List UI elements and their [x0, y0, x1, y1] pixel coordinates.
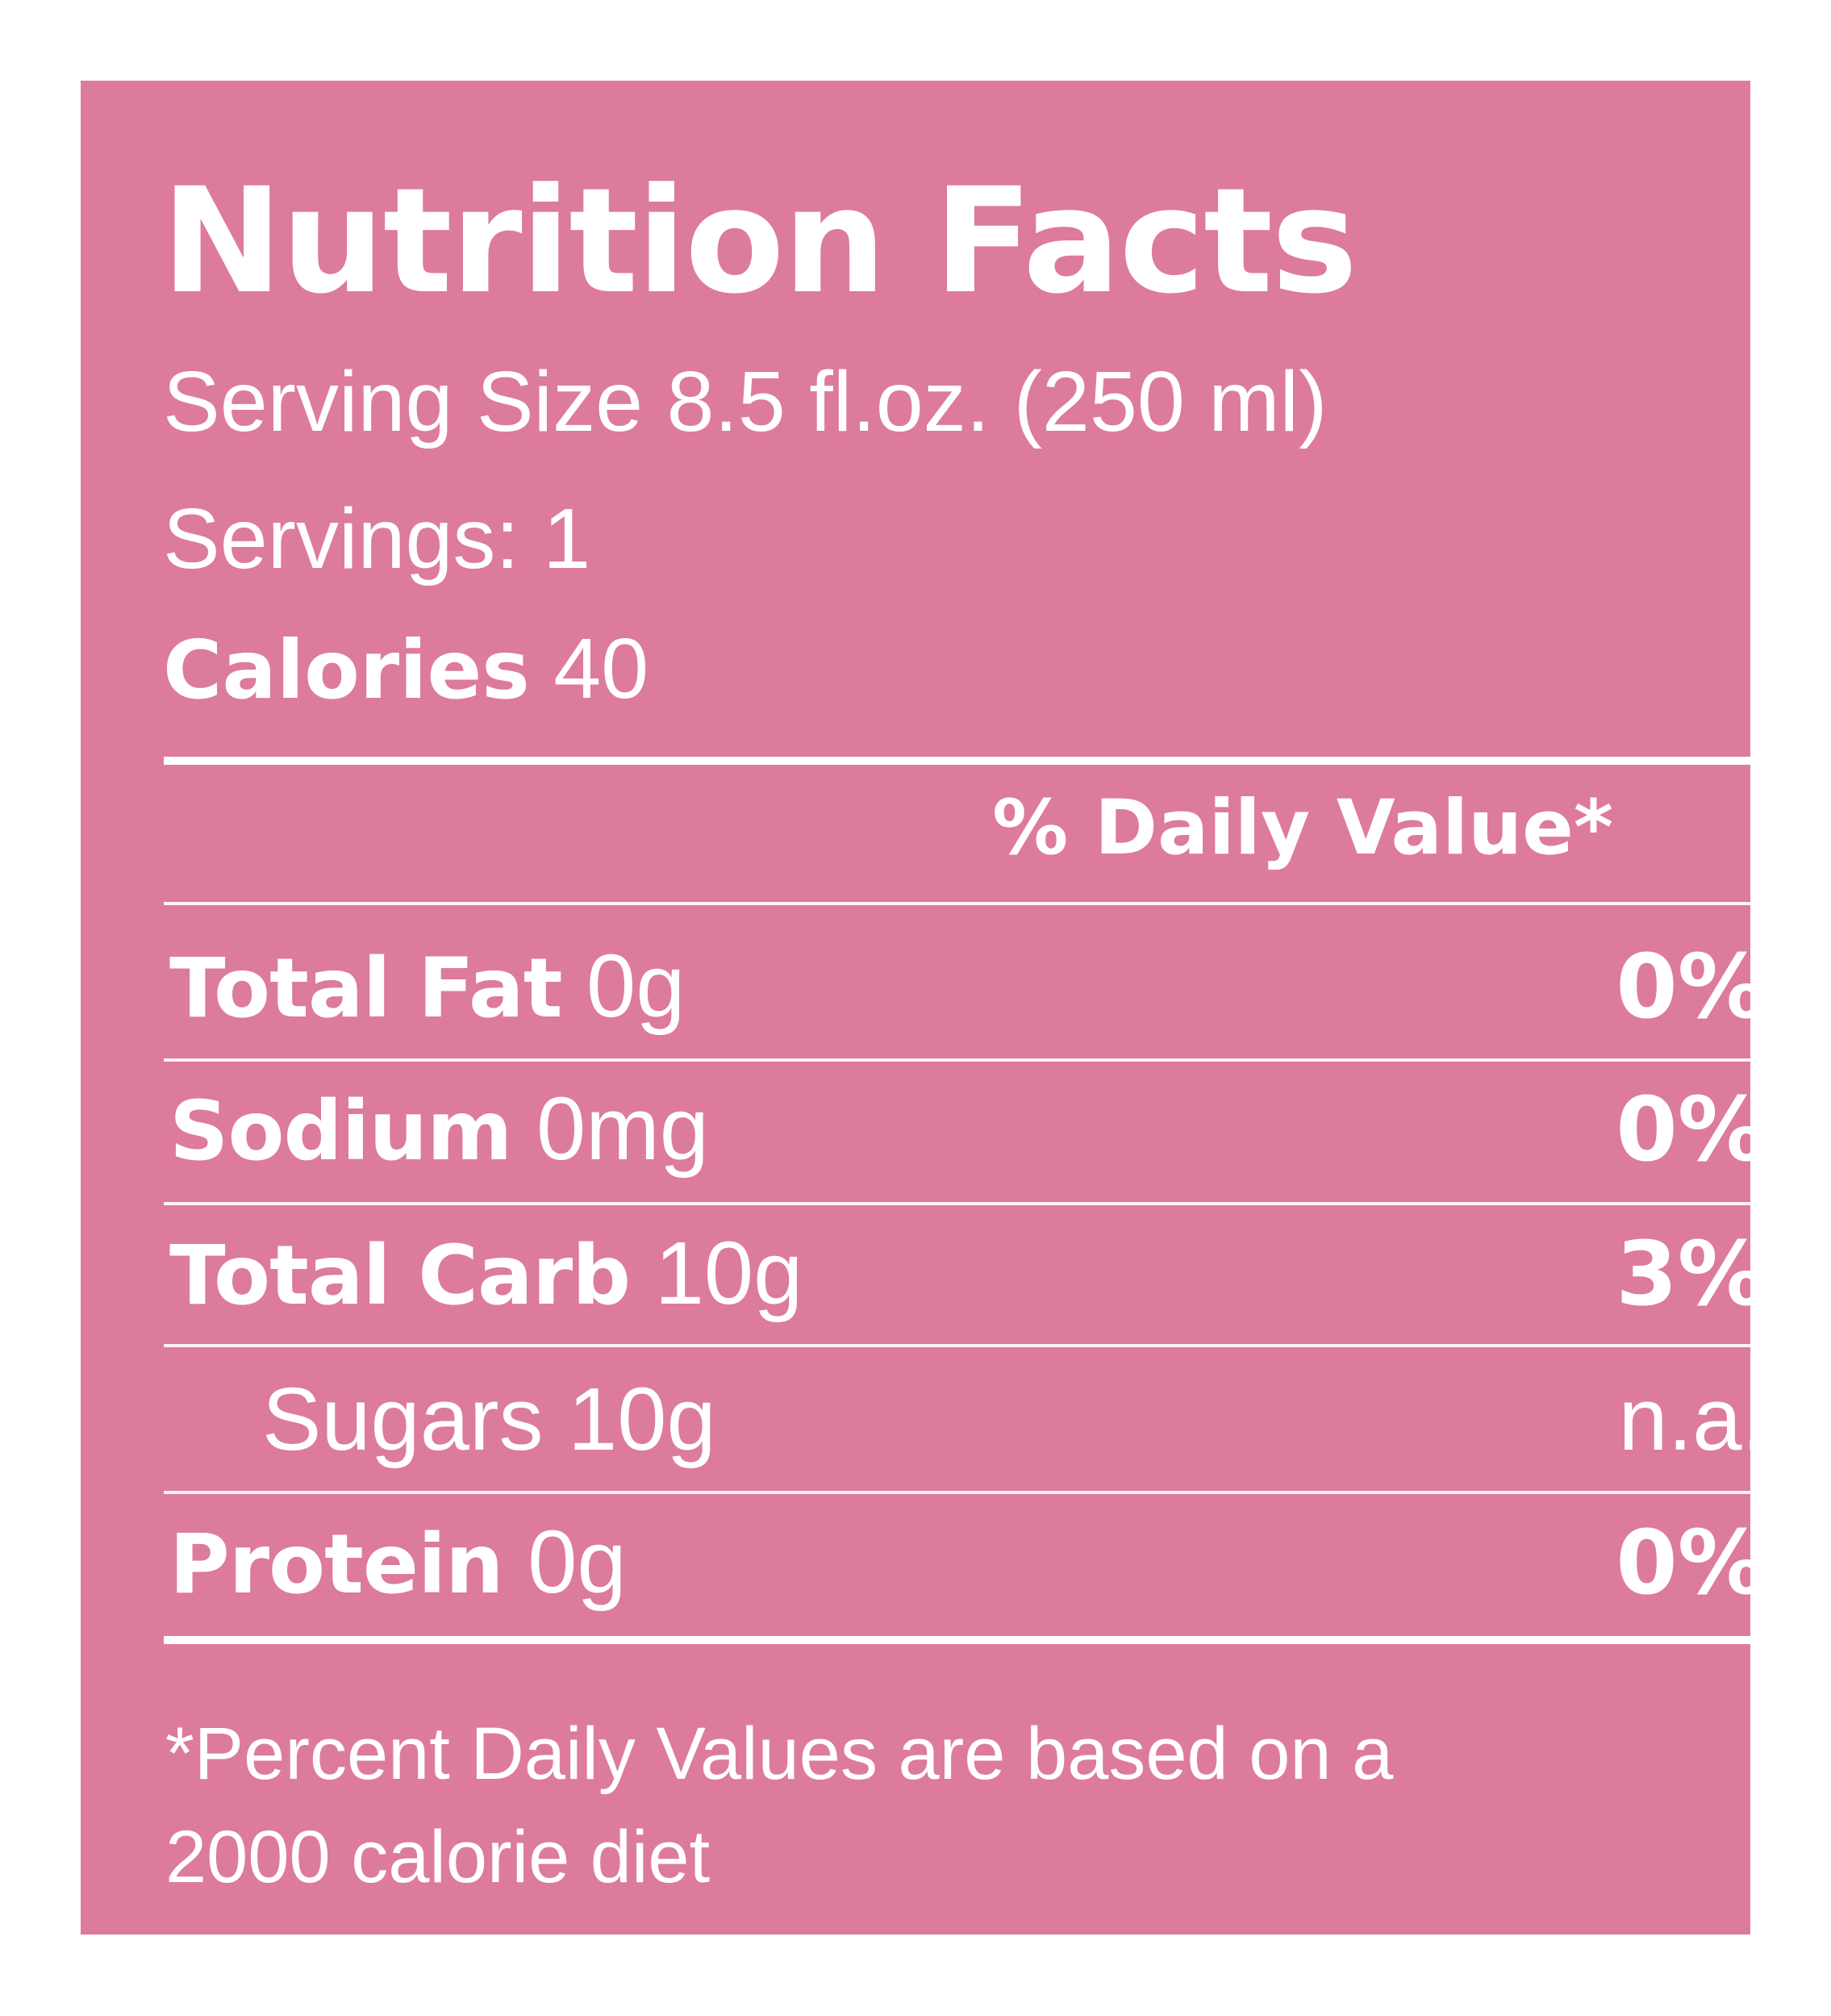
divider-thick-top — [164, 757, 1775, 765]
nutrient-daily-value: 0% — [1616, 1078, 1766, 1181]
nutrient-name: Total Fat 0g — [169, 942, 685, 1031]
nutrient-amount: 10g — [568, 1370, 716, 1469]
nutrient-amount: 0mg — [536, 1079, 709, 1179]
divider — [164, 1202, 1775, 1205]
nutrient-daily-value: 0% — [1616, 935, 1766, 1038]
nutrient-row-total-carb: Total Carb 10g 3% — [169, 1229, 1766, 1326]
servings-per-container: Servings: 1 — [163, 491, 591, 586]
divider-thick-bottom — [164, 1636, 1775, 1644]
nutrient-row-sodium: Sodium 0mg 0% — [169, 1085, 1766, 1182]
nutrient-label: Protein — [169, 1517, 504, 1613]
nutrient-daily-value: 3% — [1616, 1222, 1766, 1325]
nutrient-name: Protein 0g — [169, 1518, 627, 1607]
divider — [164, 902, 1775, 905]
nutrient-daily-value: n.a. — [1618, 1370, 1766, 1469]
label-title: Nutrition Facts — [161, 157, 1358, 326]
nutrient-name: Sodium 0mg — [169, 1085, 709, 1174]
nutrition-label-panel: Nutrition Facts Serving Size 8.5 fl.oz. … — [81, 81, 1775, 1935]
daily-value-header: % Daily Value* — [992, 784, 1613, 872]
calories-label: Calories — [163, 623, 530, 717]
calories-value: 40 — [553, 621, 649, 716]
nutrient-row-sugars: Sugars 10g n.a. — [169, 1375, 1766, 1472]
nutrient-label: Total Fat — [169, 941, 562, 1037]
nutrient-amount: 0g — [586, 937, 686, 1036]
nutrient-amount: 0g — [528, 1513, 627, 1612]
nutrient-label: Total Carb — [169, 1228, 631, 1324]
nutrient-row-protein: Protein 0g 0% — [169, 1518, 1766, 1615]
nutrient-amount: 10g — [654, 1224, 803, 1323]
footnote-line-1: *Percent Daily Values are based on a — [165, 1713, 1394, 1795]
divider — [164, 1344, 1775, 1347]
nutrient-name: Total Carb 10g — [169, 1229, 803, 1318]
nutrient-row-total-fat: Total Fat 0g 0% — [169, 942, 1766, 1039]
calories-line: Calories 40 — [163, 626, 649, 712]
nutrient-label: Sugars — [262, 1370, 544, 1469]
divider — [164, 1491, 1775, 1494]
footnote: *Percent Daily Values are based on a 200… — [165, 1702, 1779, 1909]
nutrient-daily-value: 0% — [1616, 1511, 1766, 1614]
nutrient-label: Sodium — [169, 1083, 512, 1179]
serving-size: Serving Size 8.5 fl.oz. (250 ml) — [163, 354, 1328, 449]
nutrient-name: Sugars 10g — [262, 1375, 716, 1464]
divider — [164, 1058, 1775, 1062]
footnote-line-2: 2000 calorie diet — [165, 1816, 711, 1898]
